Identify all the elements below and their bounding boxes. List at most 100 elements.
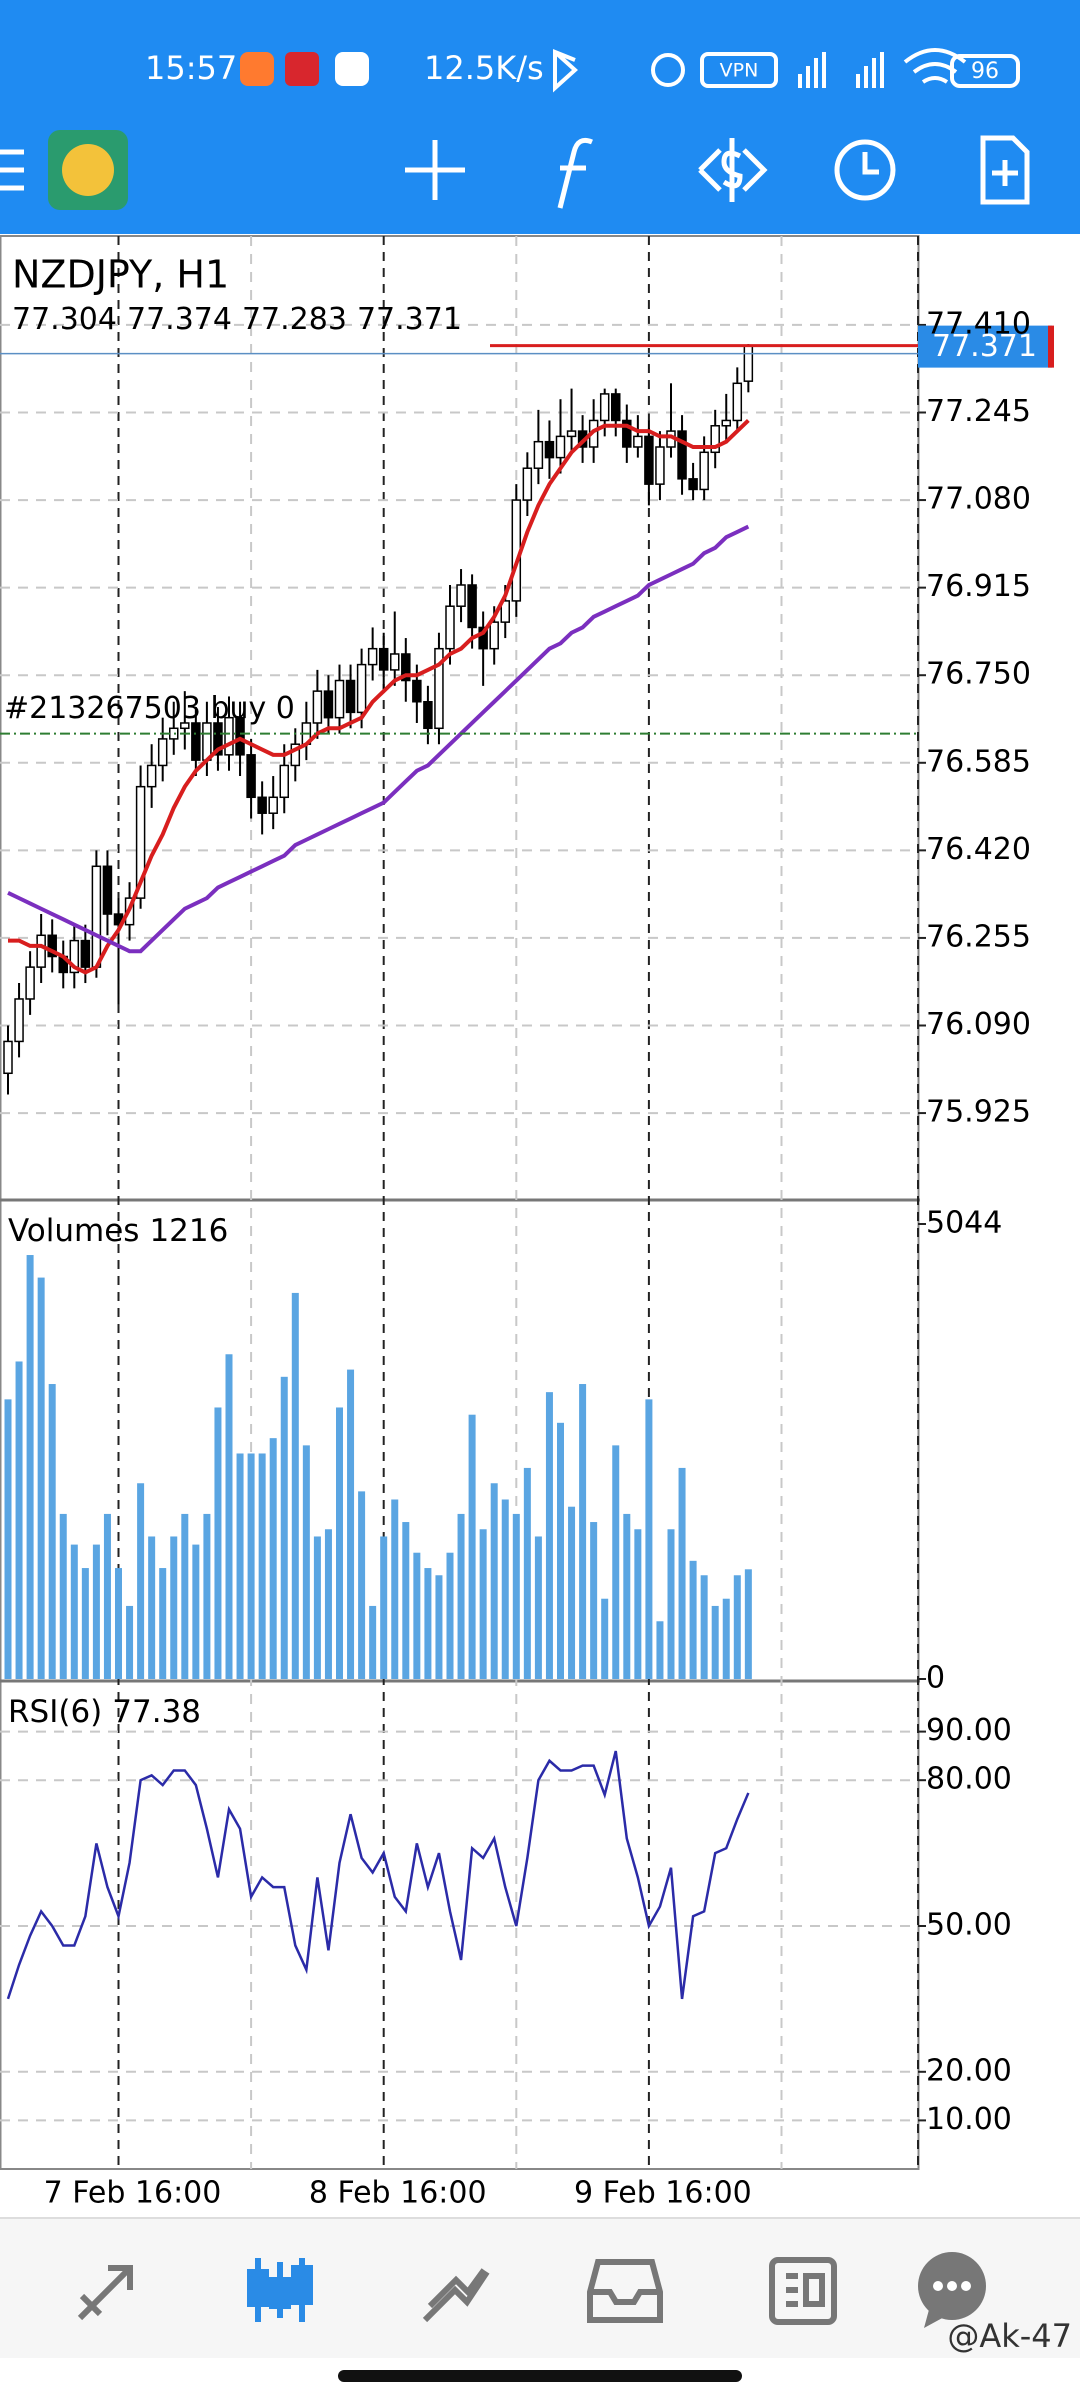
status-battery: 96 xyxy=(971,59,999,84)
trade-button[interactable] xyxy=(698,138,768,202)
candle-body xyxy=(478,626,488,650)
candle-body xyxy=(401,653,411,682)
candle-body xyxy=(224,716,234,756)
y-tick-label: 76.585 xyxy=(926,744,1031,779)
candle-body xyxy=(423,701,433,730)
candle-body xyxy=(202,722,212,761)
period-button[interactable] xyxy=(834,139,896,201)
volume-bar xyxy=(369,1605,377,1679)
high-value: 77.374 xyxy=(127,302,232,337)
status-vpn: VPN xyxy=(720,60,759,82)
quotes-tab[interactable] xyxy=(77,2265,133,2321)
low-value: 77.283 xyxy=(242,302,347,337)
candle-body xyxy=(655,446,665,485)
volume-bar xyxy=(15,1361,23,1679)
volume-bar xyxy=(545,1392,553,1679)
candle-body xyxy=(3,1040,13,1075)
candle-body xyxy=(14,998,24,1043)
volume-bar xyxy=(137,1483,145,1679)
candle-body xyxy=(622,419,632,448)
y-tick-label: 76.750 xyxy=(926,657,1031,692)
volume-bar xyxy=(269,1438,277,1679)
candle-body xyxy=(356,663,367,714)
candle-body xyxy=(323,690,334,719)
volume-bar xyxy=(358,1491,366,1679)
y-tick-label: 77.080 xyxy=(926,482,1031,517)
volume-bar xyxy=(37,1277,45,1679)
candle-body xyxy=(445,605,455,650)
volume-bar xyxy=(391,1499,399,1679)
candle-body xyxy=(25,966,35,1000)
app-icon xyxy=(285,52,319,86)
volume-bar xyxy=(291,1292,299,1679)
app-icon xyxy=(335,52,369,86)
volume-bar xyxy=(612,1445,620,1679)
candle-body xyxy=(412,679,422,703)
volume-bar xyxy=(457,1513,465,1679)
volume-bar xyxy=(4,1399,12,1679)
volume-bar xyxy=(203,1513,211,1679)
candle-body xyxy=(36,934,46,968)
volume-bar xyxy=(126,1605,134,1679)
y-tick-label: 90.00 xyxy=(926,1713,1012,1748)
candle-body xyxy=(544,440,555,459)
volume-bar xyxy=(70,1544,78,1679)
news-tab[interactable] xyxy=(769,2257,837,2325)
ohlc-readout: 77.304 77.374 77.283 77.371 xyxy=(12,302,462,337)
volume-bar xyxy=(534,1536,542,1679)
close-value: 77.371 xyxy=(357,302,462,337)
moving-average xyxy=(8,419,750,975)
volume-bar xyxy=(81,1568,89,1679)
candle-body xyxy=(69,939,80,974)
volume-bar xyxy=(435,1575,443,1679)
history-tab[interactable] xyxy=(587,2259,663,2323)
app-icon xyxy=(240,52,274,86)
chart-title: NZDJPY, H1 xyxy=(12,253,229,297)
price-box xyxy=(918,325,1052,368)
candle-body xyxy=(290,743,301,767)
candle-body xyxy=(611,393,621,422)
moving-average xyxy=(7,524,750,954)
volume-bar xyxy=(402,1522,410,1679)
volume-bar xyxy=(722,1598,730,1679)
home-indicator xyxy=(338,2370,742,2382)
trade-tab[interactable] xyxy=(422,2268,490,2323)
volume-bar xyxy=(313,1536,321,1679)
x-tick-label: 9 Feb 16:00 xyxy=(574,2176,752,2211)
y-tick-label: 5044 xyxy=(926,1206,1002,1241)
volume-bar xyxy=(590,1522,598,1679)
volume-bar xyxy=(336,1407,343,1679)
y-tick-label: 76.915 xyxy=(926,569,1031,604)
volume-bar xyxy=(192,1544,200,1679)
candle-body xyxy=(522,467,533,501)
volume-bar xyxy=(236,1453,244,1679)
candle-body xyxy=(91,865,102,968)
volume-bar xyxy=(424,1568,432,1679)
candle-body xyxy=(246,754,256,799)
candle-body xyxy=(732,382,743,422)
new-order-button[interactable] xyxy=(980,135,1030,205)
candle-body xyxy=(710,425,720,454)
volume-bar xyxy=(579,1384,587,1679)
watermark: @Ak-47 xyxy=(947,2317,1072,2355)
volume-bar xyxy=(148,1536,156,1679)
crosshair-button[interactable] xyxy=(405,140,465,200)
candle-body xyxy=(367,647,378,666)
volume-bar xyxy=(601,1598,609,1679)
open-value: 77.304 xyxy=(12,302,117,337)
bottom-nav xyxy=(0,2218,1080,2358)
volume-bar xyxy=(103,1513,111,1679)
volume-bar xyxy=(733,1575,741,1679)
indicators-button[interactable] xyxy=(557,137,593,209)
status-icons xyxy=(553,48,1020,93)
menu-button[interactable] xyxy=(0,149,24,191)
candle-body xyxy=(191,722,201,761)
y-tick-label: 77.410 xyxy=(926,306,1031,341)
volume-bar xyxy=(48,1384,56,1679)
volume-bar xyxy=(225,1354,233,1679)
candle-body xyxy=(555,435,566,459)
y-tick-label: 0 xyxy=(926,1661,945,1696)
candle-body xyxy=(268,796,278,814)
volume-bar xyxy=(512,1513,520,1679)
